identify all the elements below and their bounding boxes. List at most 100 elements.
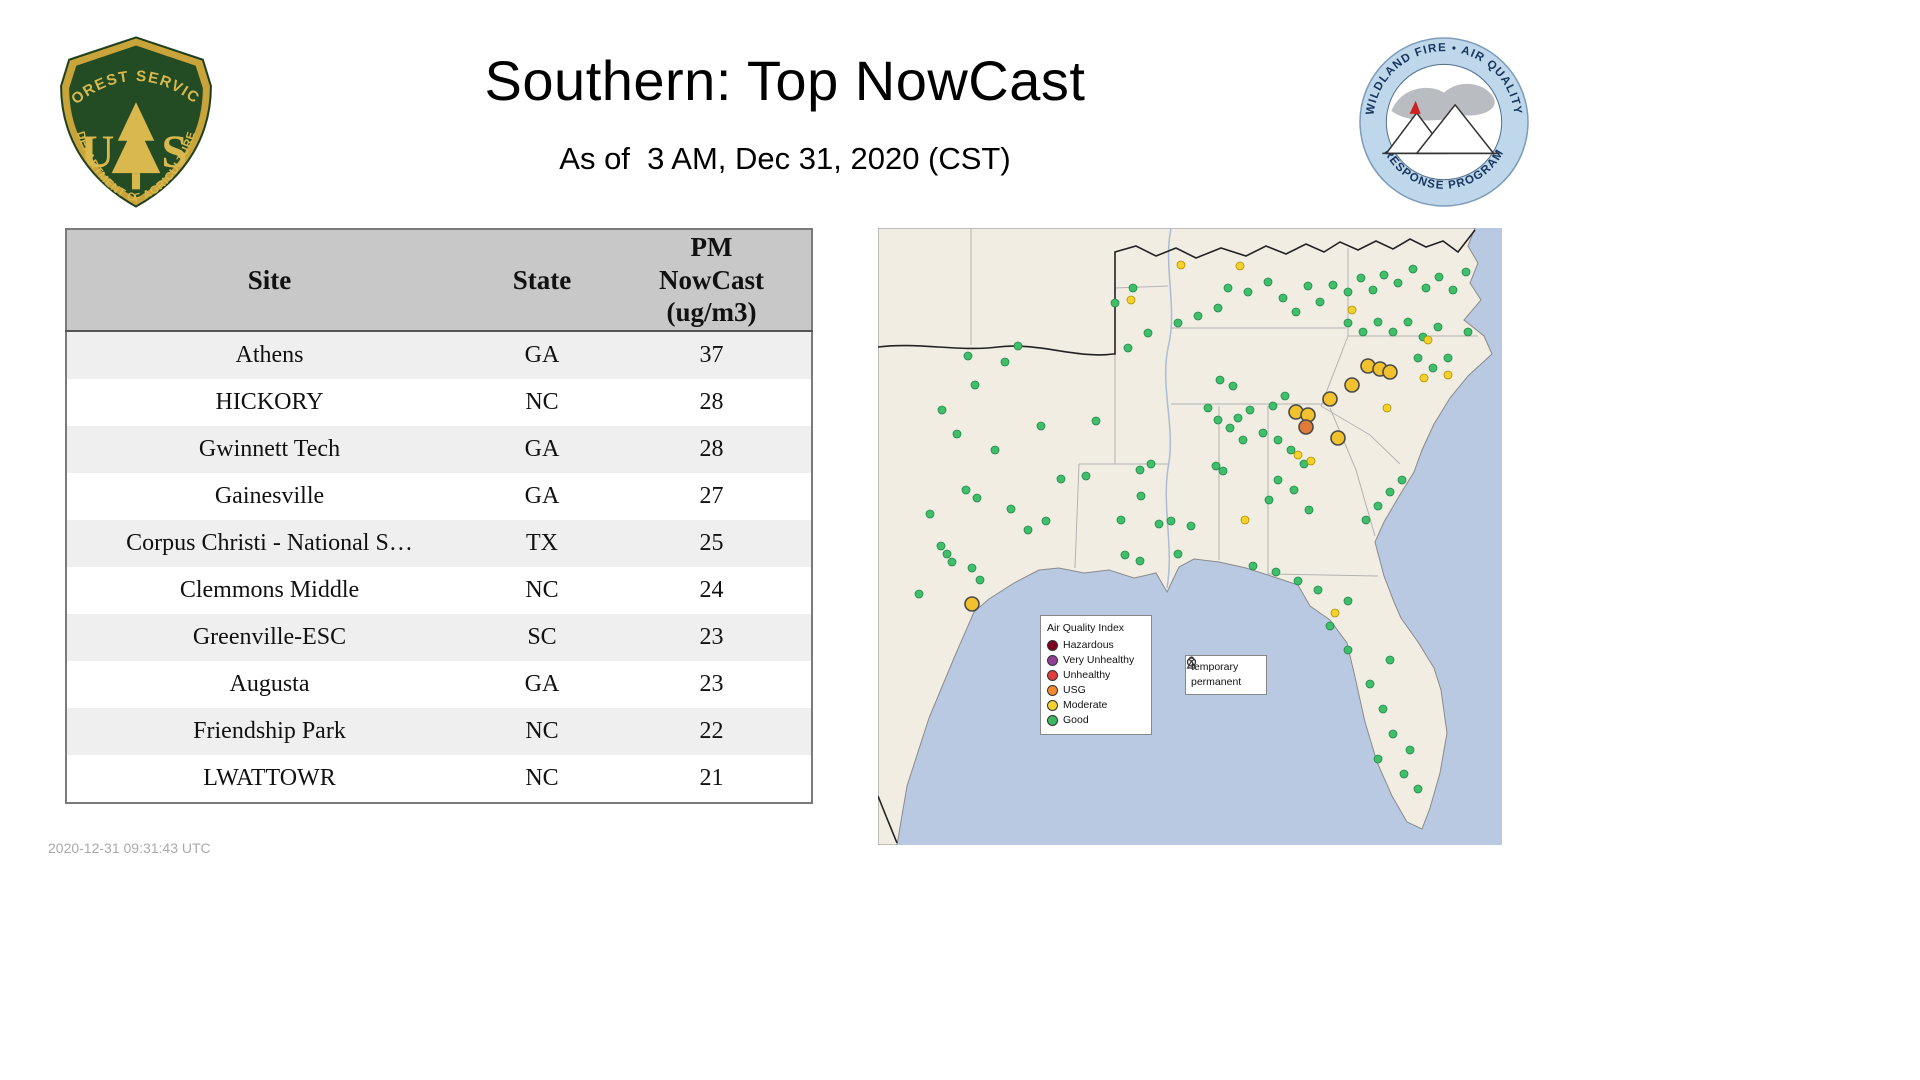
state-cell: GA bbox=[472, 426, 612, 473]
monitor-dot-good bbox=[1268, 401, 1278, 411]
monitor-dot-good bbox=[1428, 363, 1438, 373]
monitor-dot-good bbox=[937, 405, 947, 415]
state-cell: GA bbox=[472, 473, 612, 520]
region-boundary bbox=[878, 229, 1476, 844]
site-cell: LWATTOWR bbox=[66, 755, 472, 803]
table-row: Gainesville GA 27 bbox=[66, 473, 812, 520]
aqi-legend-label: Hazardous bbox=[1063, 639, 1114, 651]
table-body: Athens GA 37 HICKORY NC 28 Gwinnett Tech GA 28 Ga… bbox=[66, 331, 812, 803]
table-header-row: Site State PM NowCast (ug/m3) bbox=[66, 229, 812, 332]
aqi-legend-item: Unhealthy bbox=[1047, 668, 1145, 683]
monitor-dot-good bbox=[975, 575, 985, 585]
monitor-dot-good bbox=[1023, 525, 1033, 535]
aqi-legend-item: Good bbox=[1047, 713, 1145, 728]
marker-type-legend: temporary permanent bbox=[1185, 655, 1267, 695]
monitor-dot-good bbox=[1343, 318, 1353, 328]
monitor-dot-good bbox=[1343, 596, 1353, 606]
monitor-dot-good bbox=[1343, 287, 1353, 297]
monitor-dot-good bbox=[1286, 445, 1296, 455]
pm-cell: 28 bbox=[612, 426, 812, 473]
generated-timestamp: 2020-12-31 09:31:43 UTC bbox=[48, 840, 211, 856]
monitor-dot-good bbox=[1136, 491, 1146, 501]
monitor-dot-good bbox=[1238, 435, 1248, 445]
monitor-dot-moderate bbox=[1306, 456, 1316, 466]
monitor-dot-moderate bbox=[1240, 515, 1250, 525]
monitor-dot-good bbox=[1443, 353, 1453, 363]
monitor-dot-good bbox=[1373, 754, 1383, 764]
aqi-color-swatch-icon bbox=[1047, 715, 1058, 726]
monitor-dot-good bbox=[1143, 328, 1153, 338]
monitor-dot-good bbox=[1399, 769, 1409, 779]
monitor-dot-good bbox=[1173, 318, 1183, 328]
monitor-dot-good bbox=[1463, 327, 1473, 337]
monitor-dot-good bbox=[972, 493, 982, 503]
page-subtitle: As of 3 AM, Dec 31, 2020 (CST) bbox=[559, 141, 1011, 176]
monitor-dot-moderate-top bbox=[1382, 364, 1398, 380]
monitor-dot-good bbox=[1146, 459, 1156, 469]
site-cell: Athens bbox=[66, 331, 472, 379]
monitor-dot-good bbox=[1120, 550, 1130, 560]
aqi-legend-label: Good bbox=[1063, 714, 1089, 726]
monitor-dot-good bbox=[1186, 521, 1196, 531]
monitor-dot-moderate bbox=[1382, 403, 1392, 413]
monitor-dot-good bbox=[1278, 293, 1288, 303]
monitor-dot-good bbox=[1041, 516, 1051, 526]
site-cell: Gainesville bbox=[66, 473, 472, 520]
aqi-color-swatch-icon bbox=[1047, 640, 1058, 651]
col-header-pm-nowcast: PM NowCast (ug/m3) bbox=[612, 229, 812, 332]
marker-legend-item: permanent bbox=[1186, 656, 1261, 690]
landmass bbox=[878, 228, 1493, 845]
monitor-dot-good bbox=[1013, 341, 1023, 351]
monitor-dot-good bbox=[1421, 283, 1431, 293]
table-row: Athens GA 37 bbox=[66, 331, 812, 379]
monitor-dot-good bbox=[1343, 645, 1353, 655]
monitor-dot-good bbox=[1135, 465, 1145, 475]
aqi-color-swatch-icon bbox=[1047, 700, 1058, 711]
monitor-dot-moderate bbox=[1330, 608, 1340, 618]
monitor-dot-good bbox=[1271, 567, 1281, 577]
state-cell: NC bbox=[472, 379, 612, 426]
pm-cell: 37 bbox=[612, 331, 812, 379]
monitor-dot-good bbox=[1413, 353, 1423, 363]
table-row: HICKORY NC 28 bbox=[66, 379, 812, 426]
monitor-dot-moderate-top bbox=[964, 596, 980, 612]
monitor-dot-good bbox=[914, 589, 924, 599]
monitor-dot-good bbox=[967, 563, 977, 573]
monitor-dot-good bbox=[1166, 516, 1176, 526]
monitor-dot-good bbox=[961, 485, 971, 495]
monitor-dot-good bbox=[1397, 475, 1407, 485]
monitor-dot-good bbox=[1388, 327, 1398, 337]
aqi-legend-item: Very Unhealthy bbox=[1047, 653, 1145, 668]
monitor-dot-good bbox=[1228, 381, 1238, 391]
monitor-dot-good bbox=[1110, 298, 1120, 308]
monitor-dot-good bbox=[1245, 405, 1255, 415]
monitor-dot-moderate-top bbox=[1344, 377, 1360, 393]
state-cell: GA bbox=[472, 331, 612, 379]
aqi-legend: Air Quality Index Hazardous Very Unhealth… bbox=[1040, 615, 1152, 735]
site-cell: Clemmons Middle bbox=[66, 567, 472, 614]
monitor-dot-good bbox=[1378, 704, 1388, 714]
monitor-dot-good bbox=[1173, 549, 1183, 559]
monitor-dot-good bbox=[1433, 322, 1443, 332]
monitor-dot-good bbox=[1368, 285, 1378, 295]
site-cell: Friendship Park bbox=[66, 708, 472, 755]
monitor-dot-good bbox=[1403, 317, 1413, 327]
map-canvas bbox=[878, 228, 1502, 845]
monitor-dot-good bbox=[925, 509, 935, 519]
monitor-dot-good bbox=[1373, 317, 1383, 327]
monitor-dot-good bbox=[963, 351, 973, 361]
monitor-dot-good bbox=[1388, 729, 1398, 739]
page-title: Southern: Top NowCast bbox=[484, 49, 1086, 112]
marker-legend-item: temporary bbox=[1186, 657, 1261, 675]
pm-cell: 23 bbox=[612, 661, 812, 708]
monitor-dot-good bbox=[952, 429, 962, 439]
monitor-dot-good bbox=[1000, 357, 1010, 367]
monitor-dot-good bbox=[1385, 487, 1395, 497]
monitor-dot-good bbox=[1123, 343, 1133, 353]
monitor-dot-moderate bbox=[1235, 261, 1245, 271]
circle-marker-icon bbox=[1186, 657, 1197, 667]
fs-logo-u: U bbox=[81, 127, 115, 178]
monitor-dot-good bbox=[990, 445, 1000, 455]
monitor-dot-good bbox=[1385, 655, 1395, 665]
